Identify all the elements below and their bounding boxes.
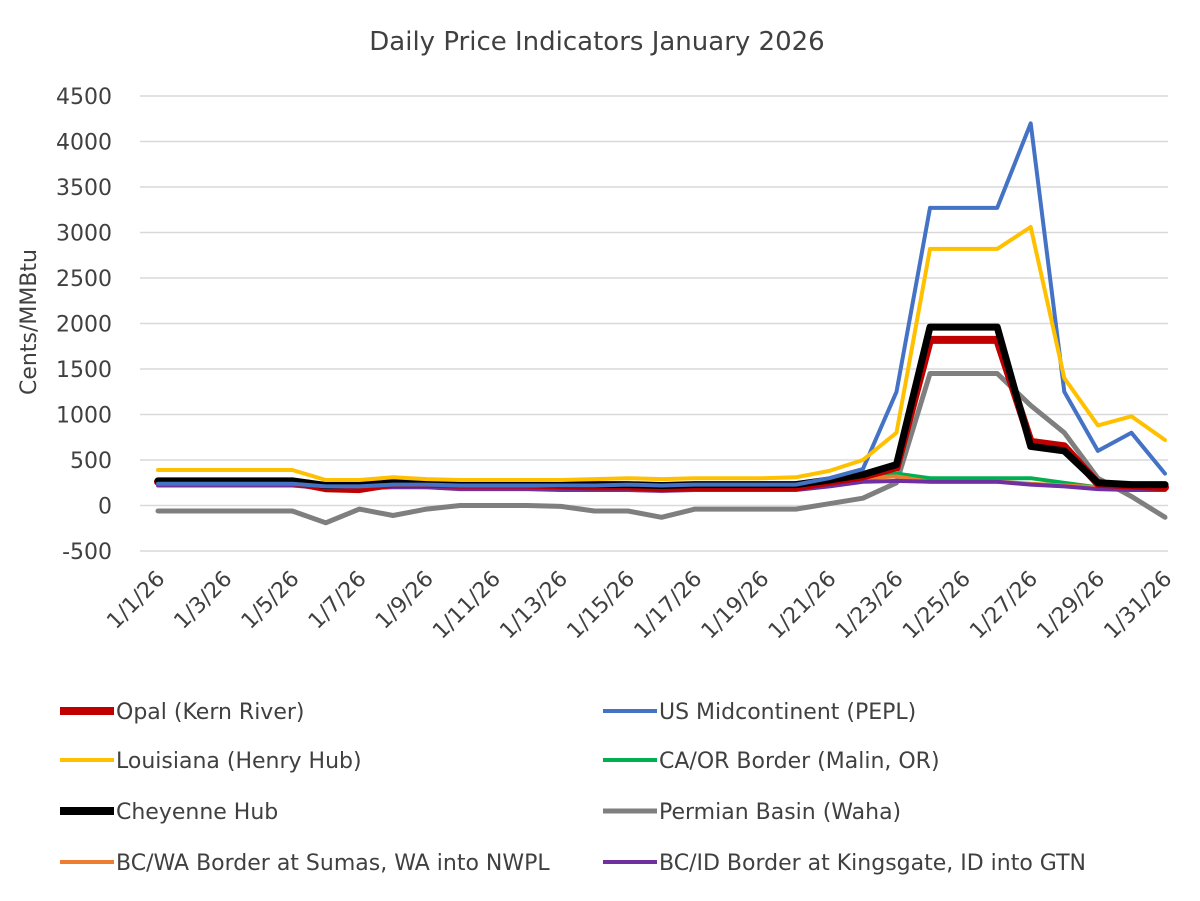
legend-item: BC/ID Border at Kingsgate, ID into GTN xyxy=(603,851,1086,876)
legend-label: Opal (Kern River) xyxy=(116,700,305,725)
legend-label: Cheyenne Hub xyxy=(116,800,278,825)
x-tick-label: 1/31/26 xyxy=(1100,567,1178,645)
series-line-louisiana-henry-hub xyxy=(156,225,1167,482)
y-tick-label: 2000 xyxy=(56,313,112,338)
x-tick-label: 1/25/26 xyxy=(898,567,976,645)
y-tick-label: 3000 xyxy=(56,222,112,247)
legend-label: Louisiana (Henry Hub) xyxy=(116,749,362,774)
x-tick-label: 1/23/26 xyxy=(831,567,909,645)
legend-label: BC/WA Border at Sumas, WA into NWPL xyxy=(116,851,550,876)
x-tick-label: 1/21/26 xyxy=(764,567,842,645)
legend-item: Louisiana (Henry Hub) xyxy=(60,749,362,774)
series-lines xyxy=(154,121,1169,526)
y-axis-label: Cents/MMBtu xyxy=(17,249,42,395)
y-axis-ticks: -500 0 500 1000 1500 2000 2500 3000 3500 4000 4500 xyxy=(56,85,112,565)
legend-item: BC/WA Border at Sumas, WA into NWPL xyxy=(60,851,550,876)
x-axis-ticks: 1/1/26 1/3/26 1/5/26 1/7/26 1/9/261/11/261/1… xyxy=(102,567,1177,645)
y-tick-label: 2500 xyxy=(56,267,112,292)
legend-item: Cheyenne Hub xyxy=(60,800,278,825)
y-tick-label: 3500 xyxy=(56,176,112,201)
legend-label: US Midcontinent (PEPL) xyxy=(659,700,916,725)
x-tick-label: 1/5/26 xyxy=(237,567,305,635)
legend-item: Permian Basin (Waha) xyxy=(603,800,901,825)
x-tick-label: 1/1/26 xyxy=(102,567,170,635)
y-tick-label: 0 xyxy=(98,495,112,520)
y-tick-label: 1500 xyxy=(56,358,112,383)
legend-label: CA/OR Border (Malin, OR) xyxy=(659,749,940,774)
y-tick-label: 4500 xyxy=(56,85,112,110)
x-tick-label: 1/7/26 xyxy=(304,567,372,635)
y-tick-label: 1000 xyxy=(56,404,112,429)
x-tick-label: 1/29/26 xyxy=(1032,567,1110,645)
legend-label: BC/ID Border at Kingsgate, ID into GTN xyxy=(659,851,1086,876)
legend-item: US Midcontinent (PEPL) xyxy=(603,700,916,725)
series-line-us-midcontinent-pepl xyxy=(156,121,1167,489)
x-tick-label: 1/3/26 xyxy=(170,567,238,635)
y-tick-label: -500 xyxy=(62,540,112,565)
y-tick-label: 4000 xyxy=(56,131,112,156)
x-tick-label: 1/9/26 xyxy=(371,567,439,635)
x-tick-label: 1/27/26 xyxy=(965,567,1043,645)
series-line-cheyenne-hub xyxy=(154,323,1169,489)
legend-item: CA/OR Border (Malin, OR) xyxy=(603,749,940,774)
x-tick-label: 1/19/26 xyxy=(697,567,775,645)
x-tick-label: 1/15/26 xyxy=(563,567,641,645)
y-tick-label: 500 xyxy=(70,449,112,474)
chart-title: Daily Price Indicators January 2026 xyxy=(369,27,824,57)
x-tick-label: 1/13/26 xyxy=(495,567,573,645)
gridlines xyxy=(140,95,1168,552)
series-line-permian-basin-waha xyxy=(155,371,1168,526)
legend-item: Opal (Kern River) xyxy=(60,700,305,725)
x-tick-label: 1/11/26 xyxy=(428,567,506,645)
x-tick-label: 1/17/26 xyxy=(630,567,708,645)
legend: Opal (Kern River) US Midcontinent (PEPL) L… xyxy=(60,700,1086,876)
legend-label: Permian Basin (Waha) xyxy=(659,800,901,825)
